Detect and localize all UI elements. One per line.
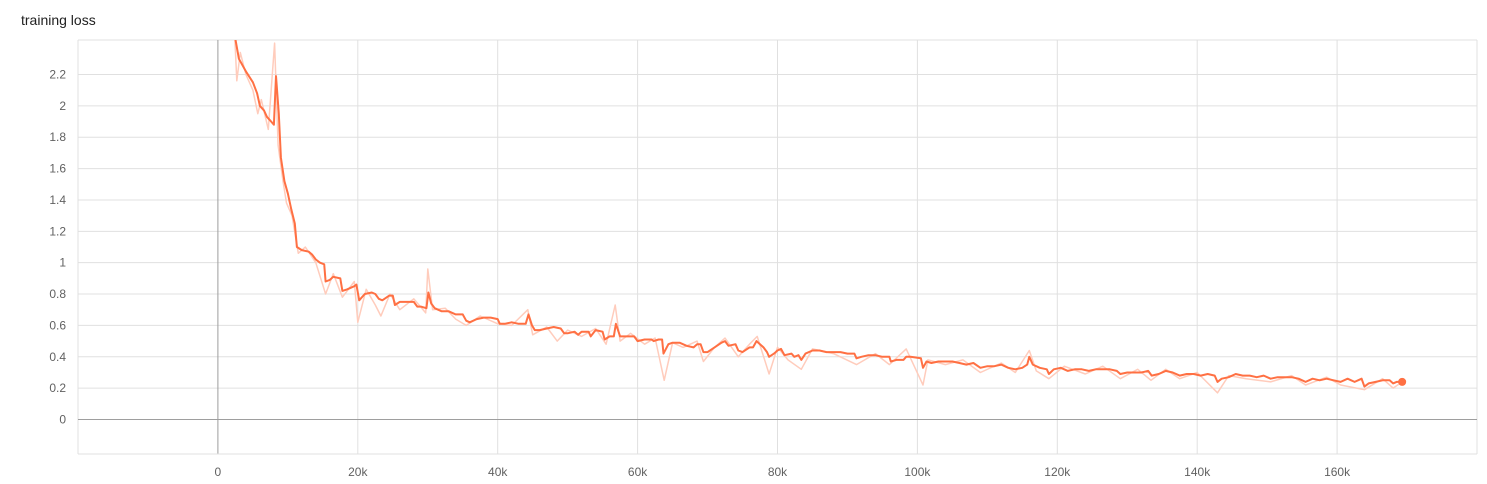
y-tick-label: 0.2	[49, 381, 66, 395]
series-layer	[234, 40, 1403, 394]
y-tick-labels: 0 0.2 0.4 0.6 0.8 1 1.2 1.4 1.6 1.8 2 2.2	[49, 68, 66, 427]
y-tick-label: 1	[59, 256, 66, 270]
x-tick-label: 120k	[1044, 465, 1071, 479]
chart-title: training loss	[21, 12, 96, 28]
y-tick-label: 2	[59, 99, 66, 113]
y-tick-label: 0	[59, 413, 66, 427]
series-end-point	[1398, 377, 1407, 386]
y-tick-label: 0.8	[49, 287, 66, 301]
series-line-smoothed	[234, 40, 1403, 388]
x-tick-label: 160k	[1324, 465, 1351, 479]
x-tick-label: 80k	[768, 465, 788, 479]
axes	[78, 40, 1477, 455]
y-tick-label: 1.2	[49, 224, 66, 238]
x-tick-label: 0	[215, 465, 222, 479]
y-tick-label: 0.4	[49, 350, 66, 364]
y-tick-label: 1.6	[49, 162, 66, 176]
x-tick-label: 60k	[628, 465, 648, 479]
x-tick-label: 100k	[904, 465, 931, 479]
x-tick-label: 140k	[1184, 465, 1211, 479]
x-tick-labels: 0 20k 40k 60k 80k 100k 120k 140k 160k	[215, 465, 1352, 479]
grid-lines	[77, 39, 1478, 454]
y-tick-label: 1.8	[49, 130, 66, 144]
x-tick-label: 40k	[488, 465, 508, 479]
series-line-raw	[234, 40, 1403, 394]
x-tick-label: 20k	[348, 465, 368, 479]
y-tick-label: 2.2	[49, 68, 66, 82]
y-tick-label: 1.4	[49, 193, 66, 207]
y-tick-label: 0.6	[49, 318, 66, 332]
